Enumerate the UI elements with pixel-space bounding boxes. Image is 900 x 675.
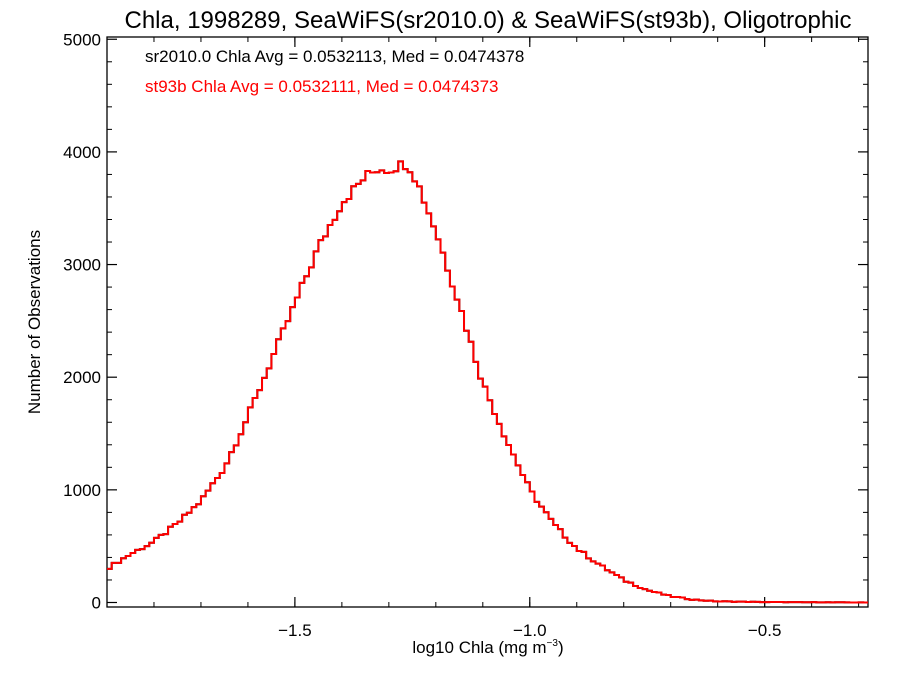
- y-tick-label: 1000: [63, 481, 101, 500]
- x-axis-label: log10 Chla (mg m−3): [412, 638, 563, 657]
- y-tick-label: 5000: [63, 30, 101, 49]
- y-tick-label: 3000: [63, 256, 101, 275]
- x-tick-label: −1.0: [513, 621, 547, 640]
- y-tick-label: 4000: [63, 143, 101, 162]
- annotation-sr2010: sr2010.0 Chla Avg = 0.0532113, Med = 0.0…: [145, 47, 524, 66]
- x-axis-label-suffix: ): [558, 638, 564, 657]
- annotation-st93b: st93b Chla Avg = 0.0532111, Med = 0.0474…: [145, 77, 499, 96]
- y-tick-label: 0: [92, 593, 101, 612]
- series-line-sr2010-0: [107, 160, 868, 604]
- x-tick-label: −1.5: [278, 621, 312, 640]
- x-axis-label-prefix: log10 Chla (mg m: [412, 638, 546, 657]
- series-line-st93b: [107, 160, 868, 604]
- chart-title: Chla, 1998289, SeaWiFS(sr2010.0) & SeaWi…: [125, 7, 852, 34]
- x-tick-label: −0.5: [748, 621, 782, 640]
- y-tick-label: 2000: [63, 368, 101, 387]
- y-axis-label: Number of Observations: [25, 230, 44, 414]
- x-axis-ticks: −1.5 −1.0 −0.5: [106, 37, 860, 640]
- series-layer: [107, 160, 868, 604]
- y-axis-ticks: 0 1000 2000 3000 4000 5000: [63, 30, 868, 612]
- plot-frame: [106, 36, 869, 608]
- x-axis-label-exponent: −3: [547, 638, 559, 649]
